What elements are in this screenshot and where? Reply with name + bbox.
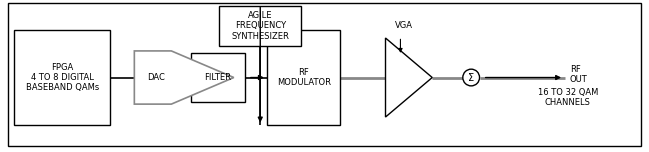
Text: FPGA
4 TO 8 DIGITAL
BASEBAND QAMs: FPGA 4 TO 8 DIGITAL BASEBAND QAMs: [26, 63, 99, 92]
Text: RF
OUT: RF OUT: [570, 65, 587, 84]
Text: AGILE
FREQUENCY
SYNTHESIZER: AGILE FREQUENCY SYNTHESIZER: [231, 11, 289, 41]
Bar: [219, 6, 301, 46]
Text: 16 TO 32 QAM
CHANNELS: 16 TO 32 QAM CHANNELS: [537, 88, 598, 107]
Text: RF
MODULATOR: RF MODULATOR: [276, 68, 331, 87]
Polygon shape: [134, 51, 234, 104]
Text: FILTER: FILTER: [204, 73, 232, 82]
Text: DAC: DAC: [147, 73, 165, 82]
Polygon shape: [386, 38, 432, 117]
Text: Σ: Σ: [468, 73, 474, 83]
Ellipse shape: [463, 69, 480, 86]
Text: VGA: VGA: [395, 21, 413, 30]
Bar: [191, 53, 245, 102]
Bar: [267, 30, 340, 125]
Bar: [14, 30, 110, 125]
